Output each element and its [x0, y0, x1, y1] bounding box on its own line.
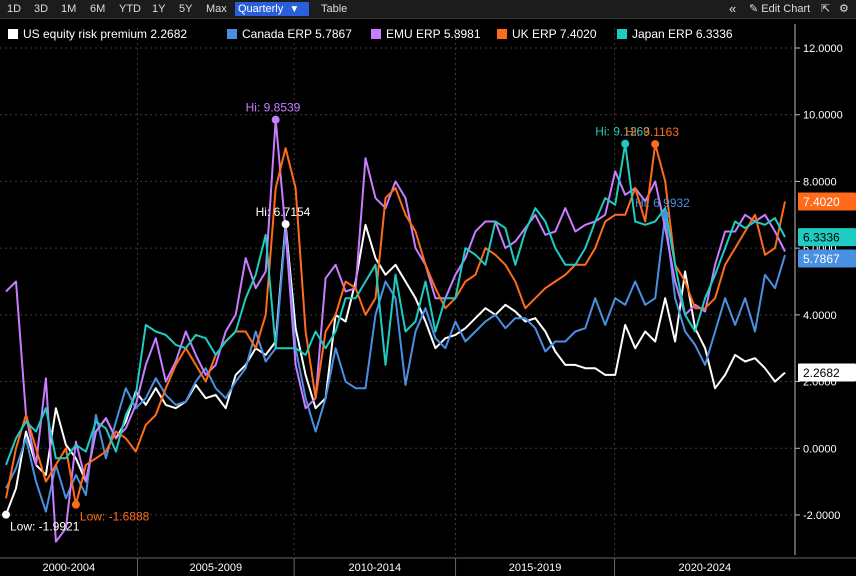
- legend-value: 5.7867: [315, 27, 352, 41]
- y-tick-label: 10.0000: [803, 110, 843, 122]
- legend-value: 5.8981: [443, 27, 481, 41]
- x-axis: 2000-2004 2005-2009 2010-2014 2015-2019 2020…: [0, 557, 856, 576]
- y-tick-label: 0.0000: [803, 443, 837, 455]
- hi-low-annotations: Hi: 6.9932 Hi: 6.7154 Hi: 9.8539 Hi: 9.1263…: [2, 101, 690, 534]
- legend-label: EMU ERP: [386, 27, 441, 41]
- x-tick-label: 2000-2004: [42, 562, 95, 574]
- chart-toolbar: 1D 3D 1M 6M YTD 1Y 5Y Max Quarterly ▼ Ta…: [0, 0, 856, 19]
- collapse-icon[interactable]: «: [729, 1, 737, 16]
- last-value-label: 6.3336: [803, 231, 840, 245]
- x-tick-label: 2020-2024: [678, 562, 731, 574]
- annotation-marker: [281, 220, 290, 229]
- annotation-marker: [71, 500, 80, 509]
- edit-chart-label: Edit Chart: [761, 3, 811, 15]
- series-line: [5, 142, 786, 466]
- annotation-marker: [651, 140, 660, 149]
- y-axis: -2.00000.00002.00004.00006.00008.000010.…: [794, 24, 843, 555]
- frequency-dropdown[interactable]: Quarterly ▼: [235, 2, 309, 16]
- x-tick-label: 2005-2009: [190, 562, 243, 574]
- period-1y-button[interactable]: 1Y: [152, 3, 166, 15]
- legend-value: 2.2682: [150, 27, 188, 41]
- annotation-marker: [621, 139, 630, 148]
- legend-swatch: [227, 29, 237, 39]
- edit-chart-button[interactable]: ✎ Edit Chart: [746, 2, 813, 16]
- last-value-tag: [798, 228, 856, 247]
- period-1d-button[interactable]: 1D: [7, 3, 22, 15]
- period-1m-button[interactable]: 1M: [61, 3, 77, 15]
- last-value-tag: [798, 249, 856, 268]
- legend-swatch: [371, 29, 381, 39]
- legend-canada-erp[interactable]: Canada ERP 5.7867: [227, 24, 352, 44]
- annotation-label: Hi: 9.1263: [595, 125, 650, 139]
- annotation-marker: [2, 510, 10, 519]
- series-lines: [5, 118, 786, 543]
- legend-emu-erp[interactable]: EMU ERP 5.8981: [371, 24, 481, 44]
- last-value-label: 2.2682: [803, 366, 840, 380]
- table-button[interactable]: Table: [321, 3, 348, 15]
- y-tick-label: 8.0000: [803, 176, 837, 188]
- period-3d-button[interactable]: 3D: [34, 3, 49, 15]
- annotation-label: Hi: 6.7154: [256, 205, 311, 219]
- last-value-tag: [798, 363, 856, 382]
- legend-value: 6.3336: [695, 27, 733, 41]
- series-line: [5, 223, 786, 515]
- period-ytd-button[interactable]: YTD: [119, 3, 141, 15]
- period-6m-button[interactable]: 6M: [90, 3, 106, 15]
- last-value-label: 5.7867: [803, 252, 840, 266]
- legend-swatch: [497, 29, 507, 39]
- legend-label: US equity risk premium: [23, 27, 148, 41]
- frequency-label: Quarterly: [238, 3, 284, 15]
- legend-uk-erp[interactable]: UK ERP 7.4020: [497, 24, 597, 44]
- legend-label: Canada ERP: [242, 27, 312, 41]
- series-line: [5, 214, 786, 513]
- legend-japan-erp[interactable]: Japan ERP 6.3336: [617, 24, 733, 44]
- annotation-label: Hi: 9.8539: [246, 101, 301, 115]
- legend-label: UK ERP: [512, 27, 557, 41]
- last-value-tags: 7.4020 6.3336 5.7867 2.2682: [798, 192, 856, 382]
- annotation-label: Low: -1.9921: [10, 520, 80, 534]
- legend-swatch: [617, 29, 627, 39]
- last-value-label: 7.4020: [803, 195, 840, 209]
- legend-value: 7.4020: [559, 27, 597, 41]
- period-5y-button[interactable]: 5Y: [179, 3, 193, 15]
- legend-label: Japan ERP: [632, 27, 693, 41]
- settings-icon[interactable]: ⚙: [839, 3, 849, 15]
- annotation-label: Low: -1.6888: [80, 510, 150, 524]
- series-line: [5, 118, 786, 543]
- x-tick-label: 2015-2019: [509, 562, 562, 574]
- period-max-button[interactable]: Max: [206, 3, 227, 15]
- last-value-tag: [798, 192, 856, 211]
- y-tick-label: 4.0000: [803, 310, 837, 322]
- popout-icon[interactable]: ⇱: [821, 3, 831, 15]
- annotation-marker: [661, 211, 670, 220]
- pencil-icon: ✎: [749, 3, 759, 15]
- legend-us-erp[interactable]: US equity risk premium 2.2682: [8, 24, 187, 44]
- x-tick-label: 2010-2014: [349, 562, 402, 574]
- annotation-marker: [271, 115, 280, 124]
- legend-swatch: [8, 29, 18, 39]
- x-axis-band: [0, 558, 856, 576]
- y-tick-label: 12.0000: [803, 43, 843, 55]
- annotation-label: Hi: 9.1163: [625, 125, 679, 139]
- chevron-down-icon: ▼: [289, 4, 300, 15]
- y-tick-label: -2.0000: [803, 510, 840, 522]
- annotation-label: Hi: 6.9932: [635, 196, 690, 210]
